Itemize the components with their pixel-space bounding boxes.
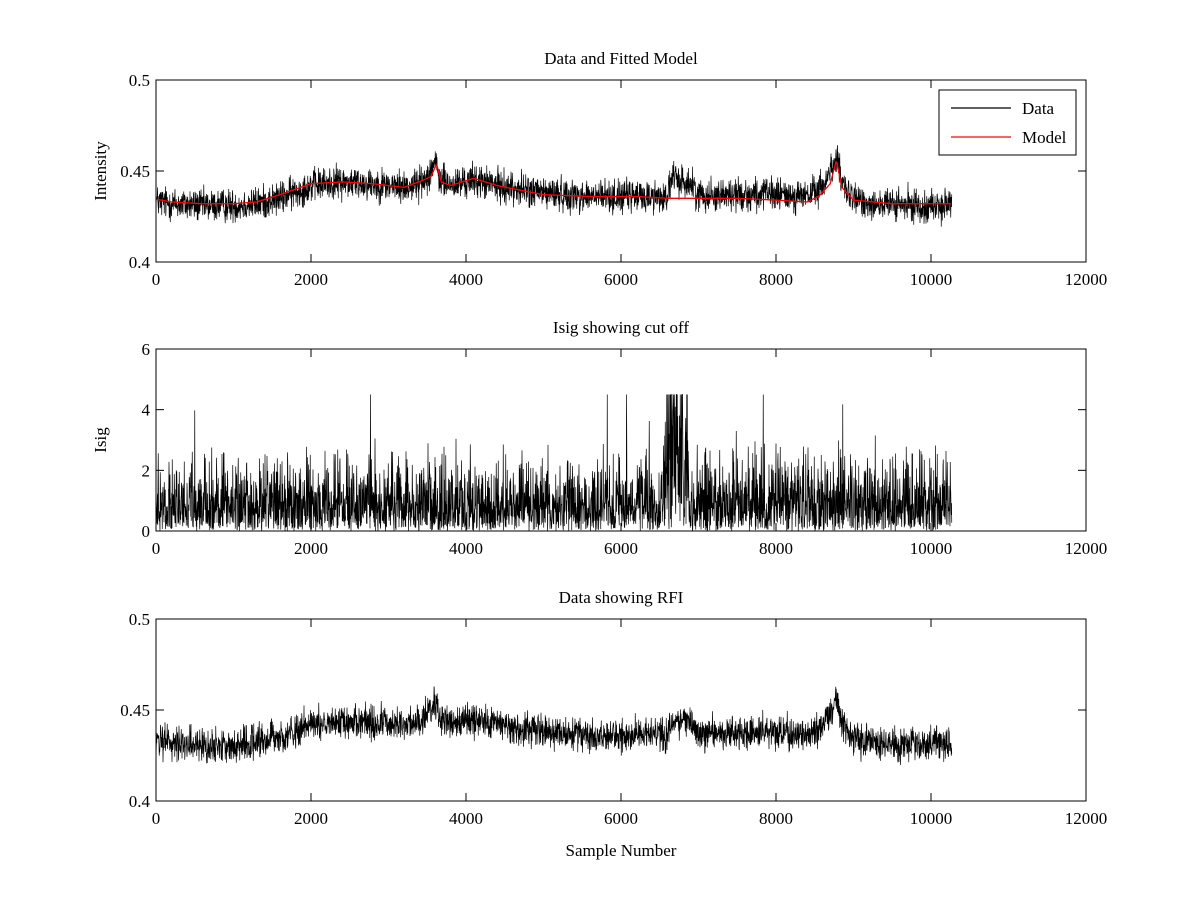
chart-title-isig: Isig showing cut off [553, 318, 689, 337]
legend-label-model: Model [1022, 128, 1067, 147]
x-tick-label-fit: 10000 [910, 270, 953, 289]
x-tick-label-rfi: 2000 [294, 809, 328, 828]
x-tick-label-isig: 0 [152, 539, 161, 558]
x-tick-label-isig: 6000 [604, 539, 638, 558]
panel-fit: 0 2000 4000 6000 8000 10000 12000 0.4 0.45 0.5 Dat… [91, 49, 1107, 289]
y-axis-label-fit: Intensity [91, 141, 110, 201]
legend-label-data: Data [1022, 99, 1055, 118]
panel-isig: 0 2000 4000 6000 8000 10000 12000 0 2 4 6 Isig show… [91, 318, 1107, 558]
x-tick-label-isig: 8000 [759, 539, 793, 558]
legend-fit: Data Model [938, 89, 1077, 156]
x-tick-label-rfi: 0 [152, 809, 161, 828]
y-tick-label-rfi: 0.45 [120, 701, 150, 720]
y-tick-label-isig: 6 [142, 340, 151, 359]
x-tick-label-fit: 0 [152, 270, 161, 289]
y-tick-label-isig: 4 [142, 401, 151, 420]
x-tick-label-isig: 4000 [449, 539, 483, 558]
panels: 0 2000 4000 6000 8000 10000 120000.40.450.5Dat… [91, 49, 1107, 860]
legend-box [938, 89, 1077, 156]
y-tick-label-isig: 2 [142, 461, 151, 480]
chart-title-rfi: Data showing RFI [559, 588, 684, 607]
x-tick-label-fit: 6000 [604, 270, 638, 289]
y-tick-label-rfi: 0.5 [129, 610, 150, 629]
x-axis-label-rfi: Sample Number [566, 841, 677, 860]
chart-title-fit: Data and Fitted Model [544, 49, 698, 68]
x-tick-label-isig: 12000 [1065, 539, 1108, 558]
x-tick-label-fit: 12000 [1065, 270, 1108, 289]
y-axis-label-isig: Isig [91, 427, 110, 453]
x-tick-label-rfi: 10000 [910, 809, 953, 828]
x-tick-label-fit: 8000 [759, 270, 793, 289]
y-tick-label-fit: 0.45 [120, 162, 150, 181]
x-tick-label-rfi: 4000 [449, 809, 483, 828]
y-tick-label-fit: 0.4 [129, 253, 151, 272]
series-line-rfi-signal [156, 686, 953, 765]
y-tick-label-isig: 0 [142, 522, 151, 541]
x-tick-label-fit: 4000 [449, 270, 483, 289]
x-tick-label-rfi: 12000 [1065, 809, 1108, 828]
series-line-isig-signal [156, 394, 953, 531]
x-tick-label-isig: 2000 [294, 539, 328, 558]
y-tick-label-rfi: 0.4 [129, 792, 151, 811]
y-tick-label-fit: 0.5 [129, 71, 150, 90]
panel-rfi: 0 2000 4000 6000 8000 10000 12000 0.4 0.45 0.5 Dat… [120, 588, 1107, 860]
x-tick-label-fit: 2000 [294, 270, 328, 289]
series-line-fit-model [156, 160, 951, 205]
x-tick-label-rfi: 8000 [759, 809, 793, 828]
x-tick-label-rfi: 6000 [604, 809, 638, 828]
x-tick-label-isig: 10000 [910, 539, 953, 558]
